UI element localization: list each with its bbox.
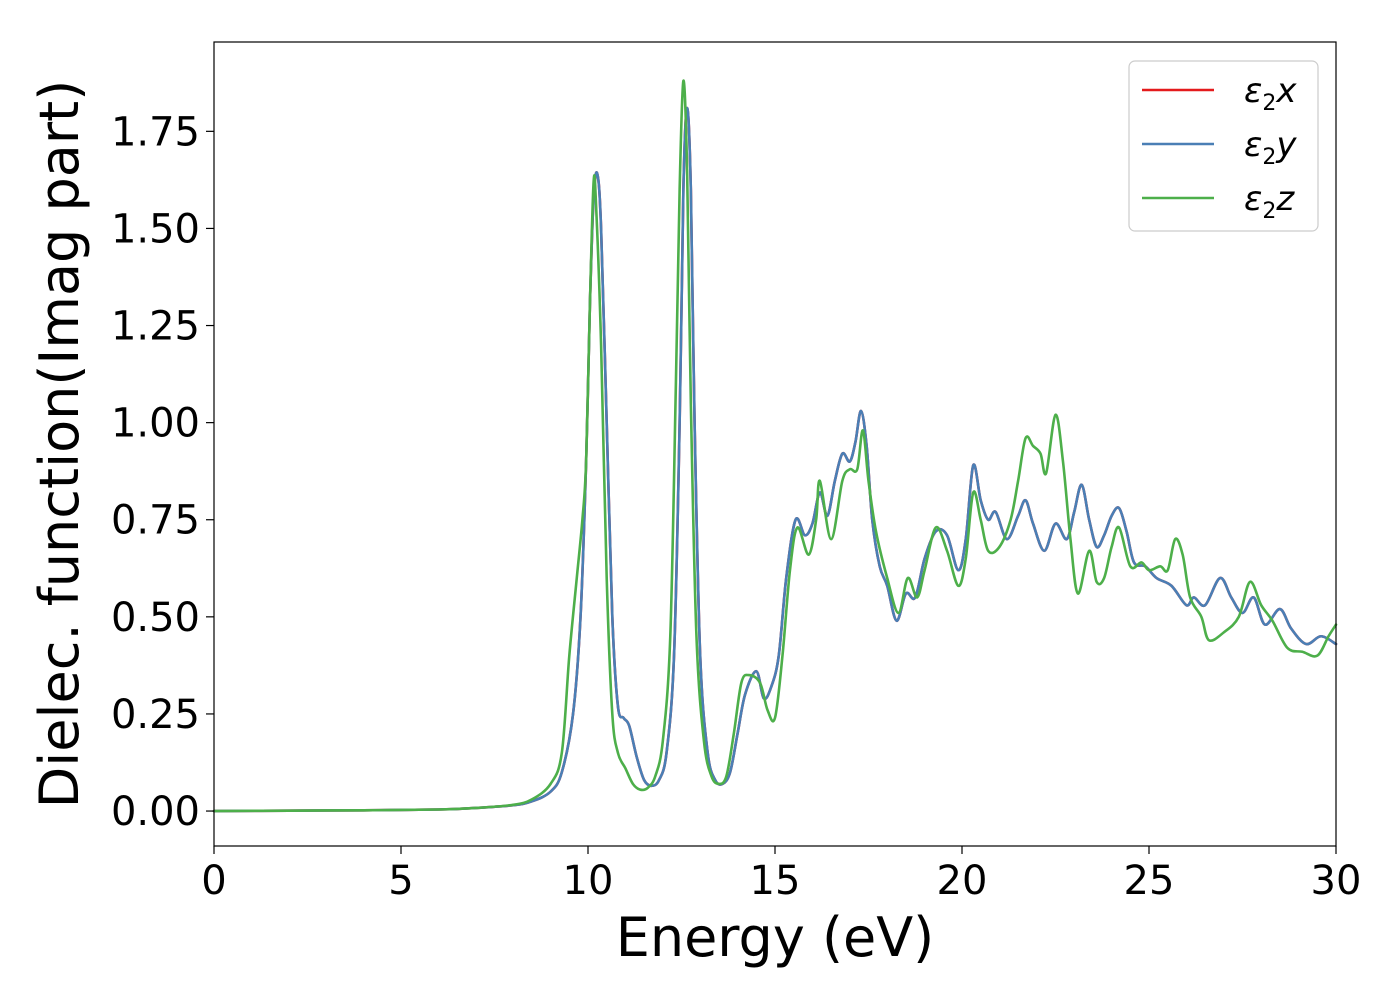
x-tick-label: 0 xyxy=(201,858,226,904)
x-axis-ticks: 0 5 10 15 20 25 30 xyxy=(201,846,1361,904)
x-tick-label: 25 xyxy=(1124,858,1175,904)
x-axis-title: Energy (eV) xyxy=(616,906,935,969)
legend-label-x: ε2x xyxy=(1244,71,1297,116)
y-axis-ticks: 0.00 0.25 0.50 0.75 1.00 1.25 1.50 1.75 xyxy=(111,109,214,835)
legend-box xyxy=(1128,60,1319,232)
y-tick-label: 0.00 xyxy=(111,789,200,835)
x-tick-label: 20 xyxy=(937,858,988,904)
y-axis-title: Dielec. function(Imag part) xyxy=(28,80,91,809)
y-tick-label: 0.75 xyxy=(111,498,200,544)
legend: ε2x ε2y ε2z xyxy=(1128,60,1319,232)
series-line-z xyxy=(212,79,1338,813)
x-tick-label: 10 xyxy=(563,858,614,904)
y-tick-label: 1.75 xyxy=(111,109,200,155)
x-tick-label: 15 xyxy=(750,858,801,904)
x-tick-label: 5 xyxy=(388,858,413,904)
legend-label-y: ε2y xyxy=(1244,125,1297,170)
y-tick-label: 0.50 xyxy=(111,595,200,641)
legend-label-z: ε2z xyxy=(1244,179,1295,224)
series-line-y xyxy=(212,106,1338,813)
x-tick-label: 30 xyxy=(1311,858,1362,904)
legend-items: ε2x ε2y ε2z xyxy=(1142,71,1297,224)
series-layer xyxy=(212,79,1338,813)
y-tick-label: 1.00 xyxy=(111,401,200,447)
y-tick-label: 1.50 xyxy=(111,206,200,252)
y-tick-label: 1.25 xyxy=(111,304,200,350)
y-tick-label: 0.25 xyxy=(111,692,200,738)
